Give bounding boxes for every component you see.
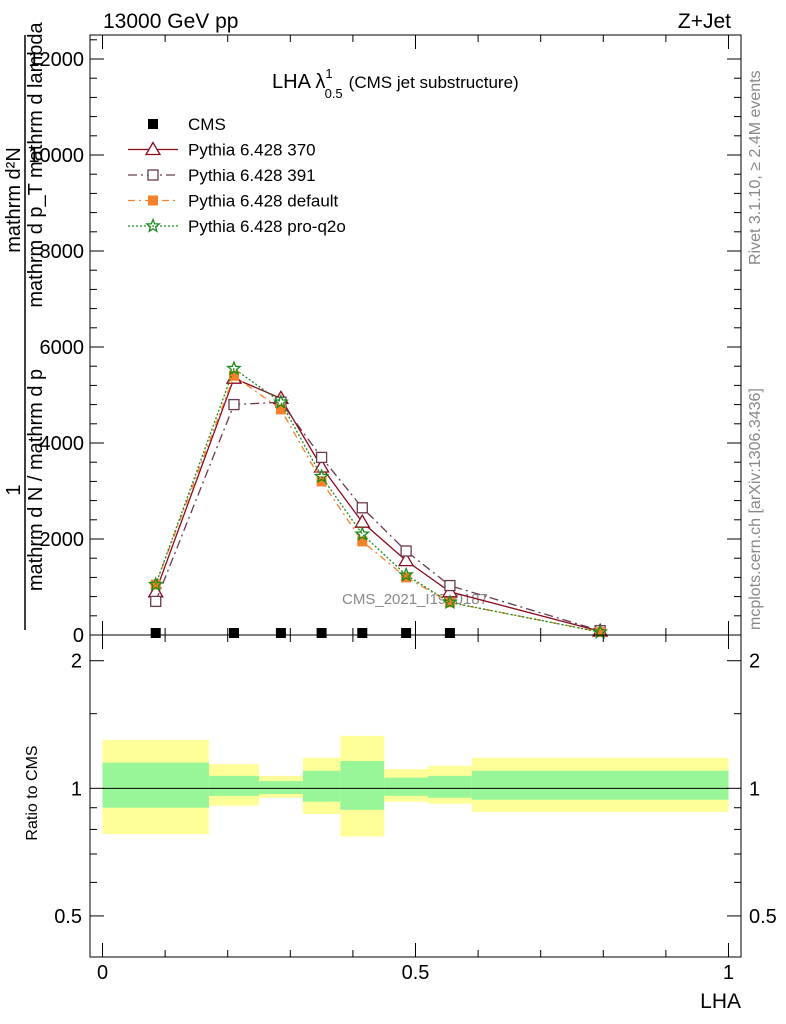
legend-marker-pythia-6-428-pro-q2o xyxy=(145,217,161,233)
point-pythia-6-428-391 xyxy=(400,545,412,557)
main-y-label-one: 1 xyxy=(3,484,25,495)
point-pythia-6-428-default xyxy=(444,597,455,608)
point-pythia-6-428-pro-q2o xyxy=(398,566,414,582)
ratio-band-inner xyxy=(340,761,385,810)
point-pythia-6-428-391 xyxy=(356,502,368,514)
main-y-tick-label: 10000 xyxy=(28,145,84,167)
main-title-text: LHA λ xyxy=(272,71,325,93)
ratio-x-tick-label: 0.5 xyxy=(402,962,430,984)
point-pythia-6-428-default xyxy=(275,404,286,415)
main-title-sup: 1 xyxy=(325,66,332,81)
main-y-axis: 0 2000 4000 6000 8000 10000 12000 xyxy=(28,39,741,647)
ratio-y-tick-label: 0.5 xyxy=(54,906,82,928)
point-pythia-6-428-pro-q2o xyxy=(273,393,289,409)
series-line-pythia-6-428-pro-q2o xyxy=(155,367,601,633)
main-plot: 0 2000 4000 6000 8000 10000 12000 CMS_2021_I19… xyxy=(3,21,742,647)
mcplots-label: mcplots.cern.ch [arXiv:1306.3436] xyxy=(747,388,764,630)
legend-marker-pythia-6-428-default xyxy=(148,195,158,206)
point-pythia-6-428-default xyxy=(316,476,327,487)
ratio-y-tick-label-right: 1 xyxy=(749,778,760,800)
legend: CMS Pythia 6.428 370 Pythia 6.428 391 Pythi… xyxy=(128,115,346,236)
point-cms xyxy=(275,628,286,638)
main-y-label-denominator-right: mathrm d p_T mathrm d lambda xyxy=(25,21,47,307)
point-pythia-6-428-391 xyxy=(228,398,240,411)
main-title-sub: 0.5 xyxy=(325,86,343,101)
ratio-band-inner xyxy=(102,762,209,808)
main-y-tick-label: 12000 xyxy=(28,49,84,71)
legend-label-pythia-6-428-391: Pythia 6.428 391 xyxy=(188,166,316,185)
main-y-tick-label: 0 xyxy=(73,625,84,647)
main-series xyxy=(147,360,609,639)
ratio-band-inner xyxy=(471,770,729,800)
main-y-label-denominator-left: mathrm d N / mathrm d p xyxy=(25,369,47,591)
point-pythia-6-428-default xyxy=(595,627,606,638)
point-cms xyxy=(444,628,455,638)
ratio-y-label: Ratio to CMS xyxy=(24,745,41,840)
main-y-label: mathrm d²N 1 mathrm d N / mathrm d p mat… xyxy=(3,21,47,630)
ratio-x-tick-label: 0 xyxy=(97,962,108,984)
ratio-y-tick-label: 2 xyxy=(71,651,82,673)
point-pythia-6-428-pro-q2o xyxy=(226,360,242,376)
main-y-tick-label: 8000 xyxy=(40,241,85,263)
main-y-label-numerator: mathrm d²N xyxy=(3,147,25,253)
ratio-y-axis: 0.5 0.5 1 1 2 2 xyxy=(54,651,777,928)
series-line-pythia-6-428-391 xyxy=(155,401,601,632)
point-pythia-6-428-pro-q2o xyxy=(442,594,458,610)
main-y-tick-label: 2000 xyxy=(40,529,85,551)
point-pythia-6-428-pro-q2o xyxy=(354,525,371,541)
ratio-band-inner xyxy=(302,770,341,802)
ratio-bands xyxy=(102,735,729,837)
point-cms xyxy=(357,628,368,638)
ratio-y-tick-label-right: 0.5 xyxy=(749,906,777,928)
main-y-tick-label: 6000 xyxy=(40,337,85,359)
ratio-band-inner xyxy=(384,777,429,796)
series-line-pythia-6-428-default xyxy=(155,374,601,633)
legend-label-pythia-6-428-default: Pythia 6.428 default xyxy=(188,192,339,211)
point-pythia-6-428-pro-q2o xyxy=(147,576,164,592)
ratio-x-axis: 0 0.5 1 xyxy=(97,635,734,984)
point-pythia-6-428-370 xyxy=(313,458,330,473)
point-pythia-6-428-391 xyxy=(315,451,328,464)
point-pythia-6-428-pro-q2o xyxy=(313,468,330,484)
point-pythia-6-428-391 xyxy=(150,595,162,608)
point-pythia-6-428-391 xyxy=(444,579,456,592)
header-left-label: 13000 GeV pp xyxy=(103,10,238,33)
header-right-label: Z+Jet xyxy=(678,10,731,33)
x-axis-label: LHA xyxy=(700,990,741,1013)
legend-label-cms: CMS xyxy=(188,115,226,134)
ratio-band-inner xyxy=(208,775,260,796)
point-cms xyxy=(401,628,412,638)
main-title-note: (CMS jet substructure) xyxy=(349,73,519,92)
legend-marker-pythia-6-428-391 xyxy=(147,169,159,181)
legend-label-pythia-6-428-370: Pythia 6.428 370 xyxy=(188,141,316,160)
point-pythia-6-428-default xyxy=(228,370,239,381)
ratio-band-inner xyxy=(428,775,472,798)
point-pythia-6-428-370 xyxy=(397,552,415,567)
ratio-y-tick-label-right: 2 xyxy=(749,651,760,673)
main-title: LHA λ1 0.5 (CMS jet substructure) xyxy=(272,66,519,101)
ratio-x-tick-label: 1 xyxy=(723,962,734,984)
legend-label-pythia-6-428-pro-q2o: Pythia 6.428 pro-q2o xyxy=(188,217,346,236)
main-y-tick-label: 4000 xyxy=(40,433,85,455)
point-pythia-6-428-370 xyxy=(354,513,371,528)
point-cms xyxy=(316,628,327,638)
rivet-version-label: Rivet 3.1.10, ≥ 2.4M events xyxy=(747,70,764,265)
point-cms xyxy=(228,628,239,638)
watermark-label: CMS_2021_I1920187 xyxy=(342,591,488,608)
ratio-plot: 0.5 0.51 12 2 0 0.5 1 Ratio to CMS LHA xyxy=(24,634,777,1013)
ratio-band-inner xyxy=(259,781,303,794)
ratio-y-tick-label: 1 xyxy=(71,778,82,800)
point-pythia-6-428-default xyxy=(357,536,368,547)
legend-marker-cms xyxy=(148,119,158,129)
point-cms xyxy=(150,628,161,638)
legend-marker-pythia-6-428-370 xyxy=(144,141,162,156)
